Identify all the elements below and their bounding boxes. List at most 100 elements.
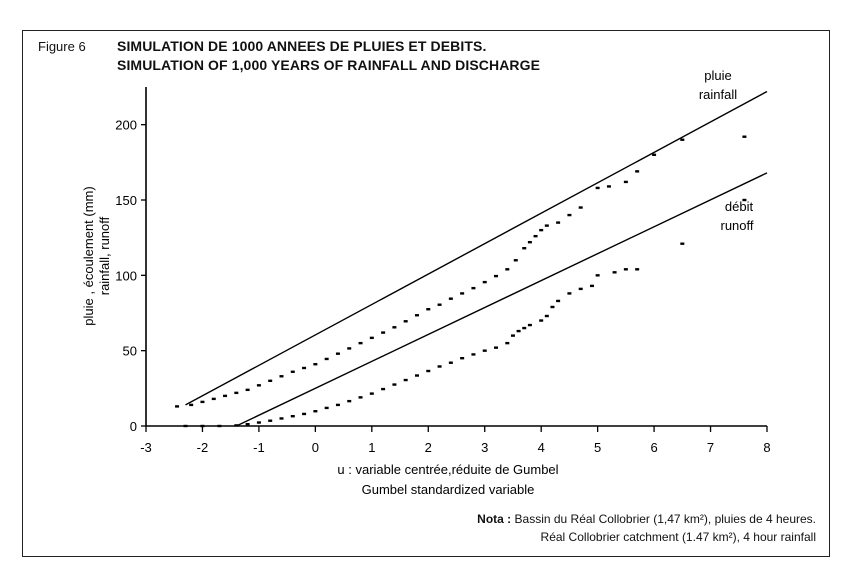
data-point <box>595 274 600 277</box>
data-point <box>381 331 386 334</box>
data-point <box>234 424 239 427</box>
data-point <box>414 314 419 317</box>
data-point <box>279 417 284 420</box>
data-point <box>510 334 515 337</box>
data-point <box>347 399 352 403</box>
data-point <box>505 268 510 271</box>
data-point <box>211 397 216 401</box>
data-point <box>335 403 340 407</box>
nota-line-1: Nota : Bassin du Réal Collobrier (1,47 k… <box>477 512 816 526</box>
x-tick-label: -3 <box>140 440 152 455</box>
data-point <box>635 268 640 271</box>
data-point <box>578 206 583 209</box>
data-point <box>567 292 572 295</box>
series-label: pluie <box>704 68 731 83</box>
data-point <box>369 336 374 340</box>
nota-line-2: Réal Collobrier catchment (1.47 km²), 4 … <box>540 530 816 544</box>
data-point <box>513 259 518 262</box>
series-label: débit <box>725 199 754 214</box>
data-point <box>183 424 188 428</box>
data-point <box>426 308 431 311</box>
data-point <box>245 422 250 426</box>
data-point <box>268 379 273 382</box>
x-axis-label: u : variable centrée,réduite de Gumbel <box>337 462 558 477</box>
data-point <box>392 383 397 386</box>
data-point <box>494 274 499 278</box>
data-point <box>533 234 538 238</box>
data-point <box>522 247 527 250</box>
data-point <box>234 391 239 395</box>
x-tick-label: 3 <box>481 440 488 455</box>
data-point <box>539 228 544 232</box>
data-point <box>635 170 640 173</box>
data-point <box>290 370 295 373</box>
x-tick-label: 1 <box>368 440 375 455</box>
data-point <box>302 412 307 416</box>
x-tick-label: 5 <box>594 440 601 455</box>
data-point <box>324 406 329 410</box>
series-label-en: rainfall <box>699 87 737 102</box>
y-tick-label: 150 <box>115 193 137 208</box>
data-point <box>482 349 487 352</box>
data-point <box>200 400 205 404</box>
data-point <box>448 361 453 364</box>
x-tick-label: 2 <box>425 440 432 455</box>
data-point <box>403 378 408 382</box>
data-point <box>527 323 532 327</box>
title-english: SIMULATION OF 1,000 YEARS OF RAINFALL AN… <box>117 57 541 73</box>
x-tick-label: -1 <box>253 440 265 455</box>
axes: -3 -2 -1 0 1 2 3 4 5 6 7 8 0 50 100 150 200 <box>115 87 771 455</box>
data-point <box>245 388 250 392</box>
data-point <box>494 346 499 349</box>
data-point <box>556 221 561 224</box>
data-point <box>623 180 628 184</box>
data-point <box>313 410 318 413</box>
data-point <box>567 213 572 217</box>
data-point <box>217 424 222 428</box>
data-point <box>256 421 261 424</box>
data-point <box>268 419 273 422</box>
data-point <box>403 320 408 323</box>
data-point <box>347 347 352 350</box>
data-point <box>279 375 284 378</box>
data-point <box>460 292 465 295</box>
x-tick-label: -2 <box>197 440 209 455</box>
data-point <box>392 326 397 329</box>
x-tick-label: 6 <box>650 440 657 455</box>
data-point <box>471 353 476 356</box>
data-point <box>414 374 419 377</box>
data-point <box>516 329 521 333</box>
data-point <box>223 394 228 398</box>
y-tick-label: 0 <box>130 419 137 434</box>
x-tick-label: 7 <box>707 440 714 455</box>
data-point <box>652 153 657 156</box>
data-point <box>544 224 549 227</box>
x-tick-label: 4 <box>538 440 545 455</box>
data-point <box>556 299 561 303</box>
data-point <box>358 396 363 399</box>
data-point <box>290 415 295 418</box>
data-point <box>505 341 510 345</box>
nota-text-1: Bassin du Réal Collobrier (1,47 km²), pl… <box>514 512 816 526</box>
data-point <box>544 314 549 318</box>
nota-prefix: Nota : <box>477 512 512 526</box>
data-point <box>482 280 487 284</box>
data-point <box>448 297 453 300</box>
x-tick-label: 8 <box>763 440 770 455</box>
data-point <box>612 271 617 274</box>
data-point <box>313 363 318 366</box>
data-point <box>578 287 583 291</box>
fit-line <box>236 172 768 427</box>
y-axis-label-en: rainfall, runoff <box>97 216 112 295</box>
data-point <box>460 357 465 360</box>
data-point <box>595 186 600 190</box>
chart-labels: u : variable centrée,réduite de Gumbel Gu… <box>81 68 754 497</box>
data-point <box>522 326 527 330</box>
data-point <box>527 240 532 244</box>
series-label-en: runoff <box>720 218 753 233</box>
data-point <box>589 284 594 288</box>
figure-label: Figure 6 <box>38 39 86 54</box>
data-point <box>256 384 261 387</box>
data-point <box>335 352 340 355</box>
